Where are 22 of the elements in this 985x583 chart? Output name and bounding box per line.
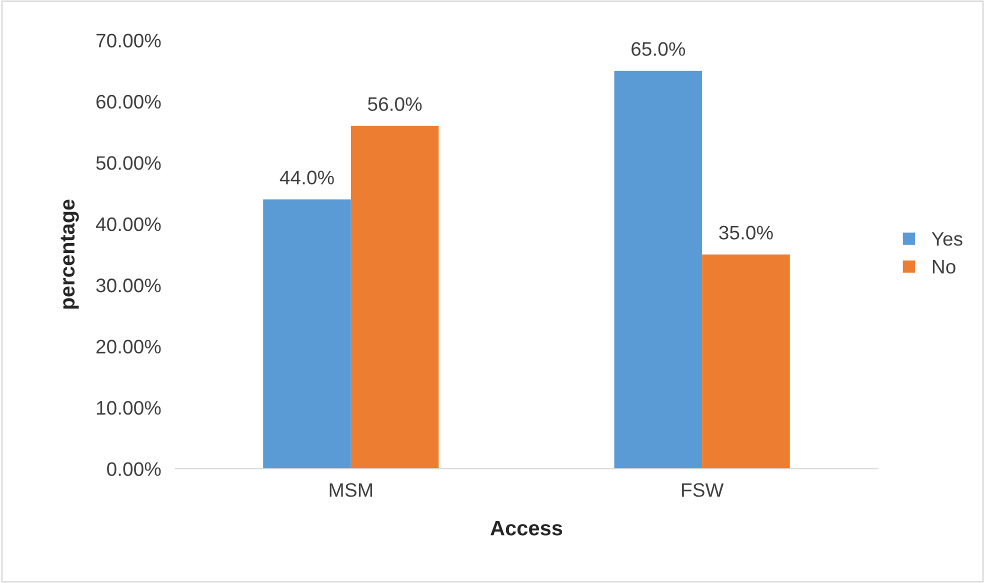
- bar: [350, 126, 439, 469]
- y-tick-label: 50.00%: [96, 156, 161, 170]
- bar: [702, 254, 790, 469]
- x-tick-label: FSW: [682, 483, 724, 497]
- data-label: 56.0%: [368, 97, 422, 111]
- y-tick-label: 40.00%: [96, 217, 161, 232]
- data-label: 44.0%: [280, 170, 334, 184]
- data-label: 65.0%: [632, 42, 686, 56]
- bar: [614, 70, 702, 469]
- bar: [263, 199, 351, 469]
- y-tick-label: 30.00%: [96, 278, 161, 292]
- x-tick-label: MSM: [330, 483, 372, 497]
- y-axis-title: percentage: [60, 200, 79, 309]
- legend-label: No: [932, 260, 956, 274]
- y-tick-label: 10.00%: [96, 400, 161, 415]
- y-tick-label: 0.00%: [107, 462, 161, 476]
- x-axis-title: Access: [490, 520, 562, 536]
- y-tick-label: 20.00%: [96, 340, 161, 354]
- y-tick-label: 70.00%: [96, 34, 161, 48]
- data-label: 35.0%: [719, 226, 773, 240]
- legend-label: Yes: [932, 232, 962, 246]
- y-tick-label: 60.00%: [96, 94, 161, 109]
